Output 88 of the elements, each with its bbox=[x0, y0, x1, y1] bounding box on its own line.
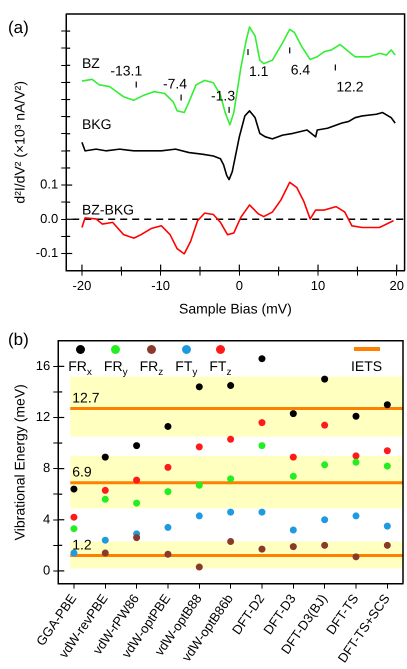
point bbox=[102, 454, 109, 461]
point bbox=[352, 512, 360, 520]
annotation: 1.1 bbox=[248, 62, 269, 79]
point bbox=[164, 550, 172, 558]
point bbox=[321, 542, 328, 549]
point bbox=[102, 536, 109, 544]
point bbox=[258, 508, 266, 516]
point bbox=[133, 442, 140, 450]
point bbox=[258, 442, 266, 450]
point bbox=[384, 447, 391, 454]
y-tick-label: -0.1 bbox=[36, 245, 58, 260]
legend-label: FR$_{z}$ bbox=[140, 358, 164, 378]
point bbox=[258, 546, 266, 553]
y-tick-label: 0.0 bbox=[40, 210, 58, 226]
series-label: BZ-BKG bbox=[82, 201, 134, 218]
point bbox=[321, 516, 328, 524]
point bbox=[290, 454, 297, 461]
point bbox=[196, 443, 203, 450]
point bbox=[290, 526, 297, 534]
ref-line-label: 12.7 bbox=[72, 389, 100, 406]
point bbox=[102, 549, 109, 556]
point bbox=[290, 410, 297, 418]
point bbox=[196, 512, 203, 520]
point bbox=[227, 508, 234, 516]
ref-line-label: 6.9 bbox=[72, 464, 92, 480]
legend-label: FR$_{x}$ bbox=[68, 358, 92, 378]
point bbox=[133, 476, 140, 484]
point bbox=[321, 422, 328, 429]
annotation: -7.4 bbox=[162, 75, 188, 92]
point bbox=[258, 419, 266, 426]
x-tick-label: -20 bbox=[72, 278, 92, 293]
y-tick-label: 8 bbox=[43, 460, 50, 476]
y-tick-label: 4 bbox=[43, 511, 50, 526]
point bbox=[384, 401, 391, 408]
annotation: 6.4 bbox=[290, 61, 310, 78]
point bbox=[70, 549, 78, 556]
point bbox=[227, 436, 234, 443]
annotation: 12.2 bbox=[336, 78, 364, 94]
point bbox=[321, 376, 328, 383]
x-tick-label: 10 bbox=[310, 278, 326, 293]
series-label: BKG bbox=[82, 116, 112, 132]
point bbox=[352, 412, 360, 420]
legend-label: FT$_{z}$ bbox=[209, 358, 232, 378]
point bbox=[227, 382, 234, 390]
point bbox=[70, 514, 78, 521]
point bbox=[164, 524, 172, 531]
point bbox=[133, 534, 140, 542]
point bbox=[133, 500, 140, 507]
point bbox=[70, 486, 78, 493]
point bbox=[70, 525, 78, 532]
point bbox=[227, 538, 234, 545]
annotation: -13.1 bbox=[110, 62, 142, 78]
point bbox=[321, 461, 328, 468]
point bbox=[164, 422, 172, 430]
point bbox=[196, 564, 203, 571]
y-tick-label: 0.1 bbox=[40, 176, 58, 192]
legend-label: FR$_{y}$ bbox=[104, 358, 128, 378]
point bbox=[164, 488, 172, 496]
point bbox=[384, 462, 391, 470]
annotation: IETS bbox=[351, 358, 382, 374]
point bbox=[384, 542, 391, 549]
point bbox=[290, 543, 297, 550]
ref-line-label: 1.2 bbox=[72, 536, 92, 552]
point bbox=[196, 482, 203, 489]
point bbox=[164, 464, 172, 471]
point bbox=[102, 496, 109, 503]
chart-title: (a) bbox=[8, 18, 29, 38]
point bbox=[258, 355, 266, 362]
x-tick-label: 20 bbox=[389, 278, 404, 293]
point bbox=[352, 452, 360, 460]
series-label: BZ bbox=[82, 54, 100, 71]
point bbox=[102, 486, 109, 494]
point bbox=[290, 472, 297, 480]
x-tick-label: 0 bbox=[236, 278, 243, 293]
point bbox=[227, 475, 234, 482]
legend-label: FT$_{y}$ bbox=[175, 358, 198, 378]
y-tick-label: 0 bbox=[43, 562, 50, 578]
y-tick-label: 12 bbox=[36, 409, 50, 424]
point bbox=[196, 383, 203, 390]
chart-title: (b) bbox=[8, 330, 29, 350]
x-tick-label: -10 bbox=[151, 278, 170, 293]
y-axis-title: d²I/dV² (×10³ nA/V²) bbox=[11, 81, 28, 204]
point bbox=[384, 522, 391, 530]
point bbox=[352, 458, 360, 466]
y-axis-title: Vibrational Energy (meV) bbox=[11, 384, 28, 540]
y-tick-label: 16 bbox=[36, 358, 50, 373]
x-axis-title: Sample Bias (mV) bbox=[178, 300, 292, 316]
point bbox=[352, 553, 360, 560]
